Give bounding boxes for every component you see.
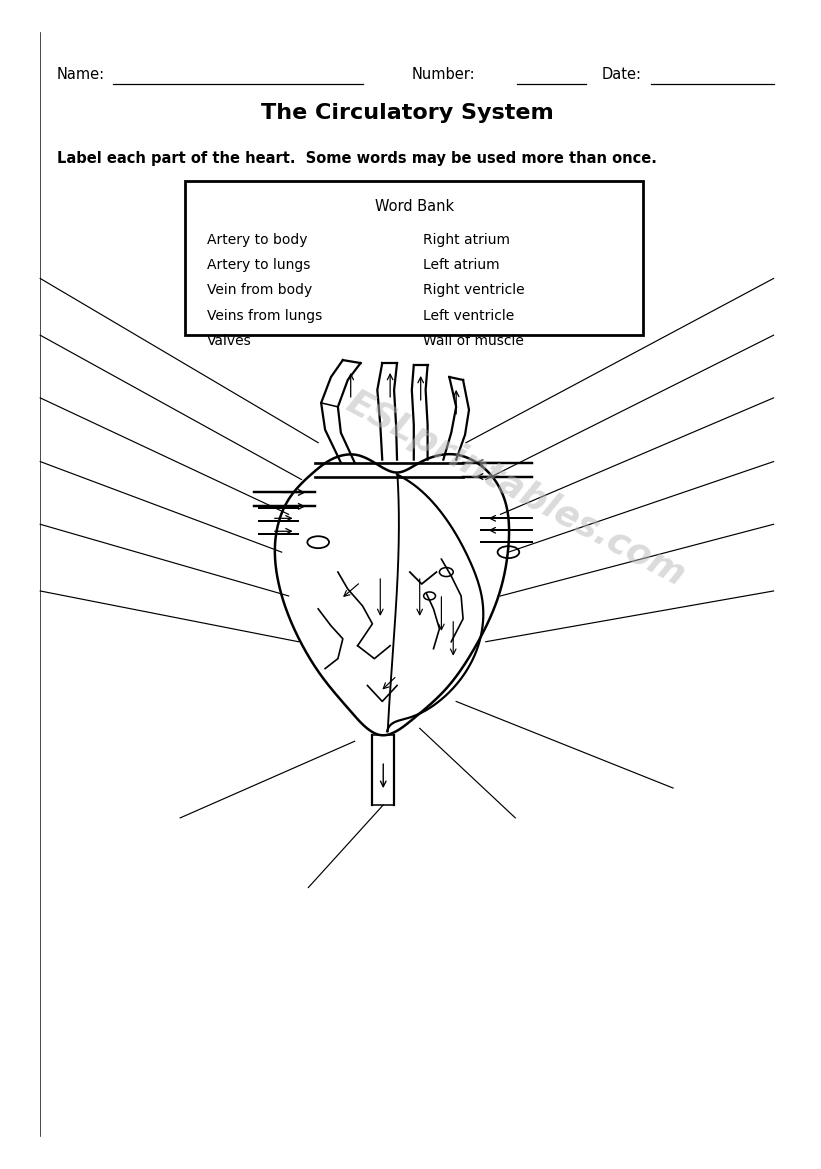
Text: Name:: Name: (57, 68, 105, 82)
Text: Left ventricle: Left ventricle (424, 309, 515, 323)
Bar (185, 181, 644, 336)
Text: Date:: Date: (602, 68, 642, 82)
Text: Vein from body: Vein from body (207, 283, 312, 297)
Text: Artery to body: Artery to body (207, 233, 307, 247)
Text: ESLprintables.com: ESLprintables.com (340, 386, 690, 594)
Text: Valves: Valves (207, 334, 251, 348)
Text: Veins from lungs: Veins from lungs (207, 309, 322, 323)
Text: Label each part of the heart.  Some words may be used more than once.: Label each part of the heart. Some words… (57, 151, 657, 166)
Text: Left atrium: Left atrium (424, 258, 500, 272)
Text: Right atrium: Right atrium (424, 233, 511, 247)
Text: Word Bank: Word Bank (374, 199, 454, 214)
Text: The Circulatory System: The Circulatory System (261, 103, 553, 123)
Text: Wall of muscle: Wall of muscle (424, 334, 525, 348)
Text: Artery to lungs: Artery to lungs (207, 258, 310, 272)
Text: Number:: Number: (412, 68, 475, 82)
Text: Right ventricle: Right ventricle (424, 283, 525, 297)
